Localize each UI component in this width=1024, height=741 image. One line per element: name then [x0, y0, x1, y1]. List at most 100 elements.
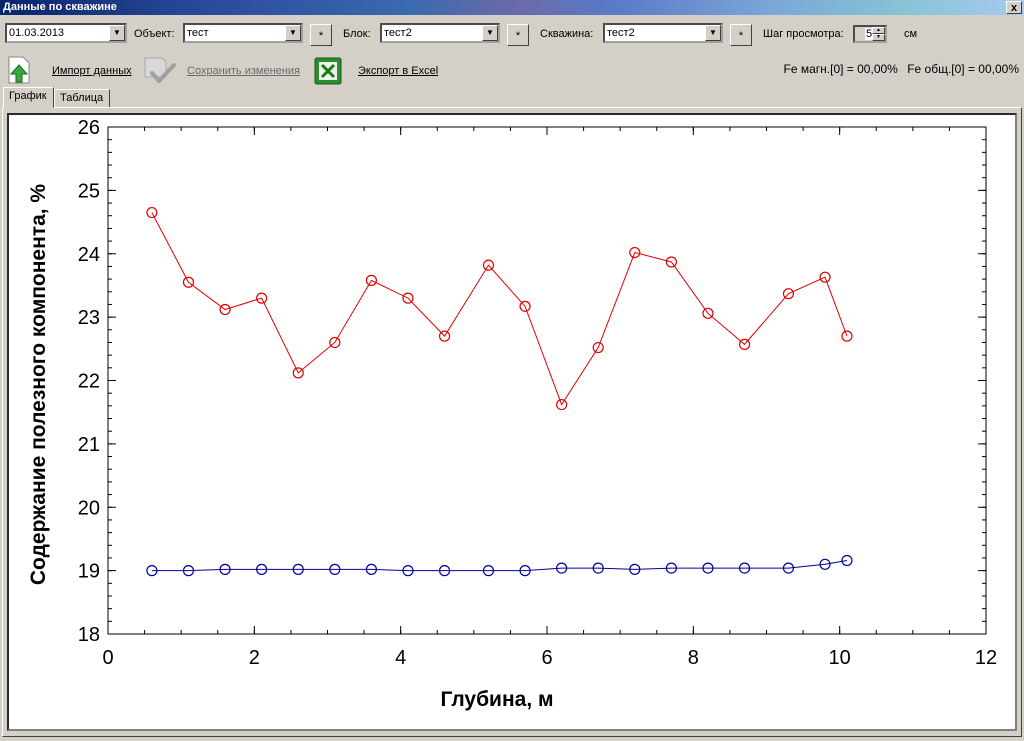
series-point-1: [182, 276, 195, 288]
tab-chart[interactable]: График: [3, 87, 54, 108]
series-line-1: [151, 212, 848, 406]
series-line-2: [151, 559, 848, 572]
y-tick-label: 26: [78, 117, 100, 139]
y-tick-label: 19: [78, 561, 100, 583]
block-star-button[interactable]: *: [507, 24, 529, 46]
series-point-1: [592, 341, 604, 354]
series-point-2: [256, 563, 268, 575]
import-arrow-icon[interactable]: [6, 55, 32, 85]
series-point-1: [365, 274, 377, 286]
spin-up-icon[interactable]: ▲: [872, 27, 885, 34]
y-axis-title: Содержание полезного компонента, %: [27, 184, 50, 586]
chevron-down-icon[interactable]: ▼: [482, 25, 498, 41]
x-tick-label: 0: [102, 647, 113, 669]
well-value: тест2: [607, 27, 635, 39]
series-point-1: [219, 303, 231, 316]
step-label: Шаг просмотра:: [763, 28, 844, 40]
block-value: тест2: [384, 27, 412, 39]
x-tick-label: 12: [975, 647, 997, 669]
window-title: Данные по скважине: [3, 1, 117, 13]
block-label: Блок:: [343, 28, 371, 40]
y-tick-label: 23: [78, 307, 100, 329]
series-point-1: [146, 206, 158, 219]
y-tick-label: 21: [78, 434, 100, 456]
series-point-1: [841, 330, 853, 342]
well-label: Скважина:: [540, 28, 594, 40]
series-point-1: [482, 259, 495, 271]
x-tick-label: 8: [688, 647, 699, 669]
import-data-link[interactable]: Импорт данных: [52, 65, 132, 77]
chart-area: 0 2 4 6 8 10 12 18 19 20 21 22 23 24 25 26 Глубина, м Сод…: [7, 113, 1017, 731]
window-titlebar: Данные по скважине x: [0, 0, 1024, 15]
x-axis-title: Глубина, м: [440, 688, 553, 711]
series-point-2: [665, 562, 677, 574]
series-point-2: [219, 563, 231, 575]
spin-down-icon[interactable]: ▼: [872, 34, 885, 41]
series-point-2: [782, 562, 795, 574]
series-point-2: [402, 565, 414, 577]
series-point-2: [841, 554, 853, 567]
chevron-down-icon[interactable]: ▼: [285, 25, 301, 41]
object-star-button[interactable]: *: [310, 24, 332, 46]
series-point-1: [629, 246, 641, 259]
series-point-1: [402, 292, 414, 304]
y-tick-label: 18: [78, 624, 100, 646]
series-point-2: [819, 558, 831, 570]
block-select[interactable]: тест2 ▼: [380, 23, 500, 43]
step-unit: см: [904, 28, 918, 40]
save-changes-link[interactable]: Сохранить изменения: [187, 65, 300, 77]
series-point-1: [702, 307, 714, 319]
series-point-1: [556, 398, 568, 411]
plot-frame: [107, 126, 987, 635]
chevron-down-icon[interactable]: ▼: [705, 25, 721, 41]
series-point-2: [738, 562, 751, 574]
fe-total-status: Fe общ.[0] = 00,00%: [907, 62, 1019, 76]
series-point-2: [482, 565, 495, 577]
status-readout: Fe магн.[0] = 00,00% Fe общ.[0] = 00,00%: [784, 62, 1019, 76]
y-tick-label: 24: [78, 244, 100, 266]
series-point-2: [556, 562, 568, 574]
object-select[interactable]: тест ▼: [183, 23, 303, 43]
well-star-button[interactable]: *: [730, 24, 752, 46]
object-label: Объект:: [134, 28, 175, 40]
step-spinner[interactable]: 50 ▲ ▼: [853, 25, 887, 43]
y-tick-label: 20: [78, 497, 100, 519]
series-point-2: [438, 565, 451, 577]
fe-magn-status: Fe магн.[0] = 00,00%: [783, 62, 898, 76]
well-select[interactable]: тест2 ▼: [603, 23, 723, 43]
checkmark-icon[interactable]: [142, 55, 176, 85]
date-picker[interactable]: 01.03.2013 ▼: [5, 23, 127, 43]
chevron-down-icon[interactable]: ▼: [109, 25, 125, 41]
series-point-2: [365, 563, 377, 575]
series-point-1: [782, 288, 795, 300]
y-tick-label: 25: [78, 180, 100, 202]
series-point-2: [519, 565, 531, 577]
series-point-1: [738, 338, 751, 350]
series-point-2: [292, 563, 304, 575]
series-point-2: [702, 562, 714, 574]
series-point-2: [146, 565, 158, 577]
series-point-2: [592, 562, 604, 574]
export-excel-link[interactable]: Экспорт в Excel: [358, 65, 439, 77]
x-tick-label: 2: [249, 647, 260, 669]
tab-table[interactable]: Таблица: [54, 89, 110, 108]
series-point-1: [292, 367, 304, 379]
x-tick-label: 4: [395, 647, 406, 669]
object-value: тест: [187, 27, 209, 39]
y-tick-label: 22: [78, 371, 100, 393]
series-point-1: [438, 330, 451, 342]
x-tick-label: 10: [829, 647, 851, 669]
series-point-1: [665, 256, 677, 268]
series-point-1: [519, 300, 531, 312]
series-point-2: [182, 565, 195, 577]
excel-icon[interactable]: [313, 56, 343, 86]
series-point-2: [329, 563, 341, 575]
series-point-1: [819, 271, 831, 283]
x-tick-label: 6: [541, 647, 552, 669]
series-point-1: [329, 336, 341, 349]
filter-toolbar: 01.03.2013 ▼ Объект: тест ▼ * Блок: тест…: [0, 15, 1024, 53]
series-point-2: [629, 563, 641, 575]
series-point-1: [256, 292, 268, 304]
close-button[interactable]: x: [1006, 1, 1022, 14]
